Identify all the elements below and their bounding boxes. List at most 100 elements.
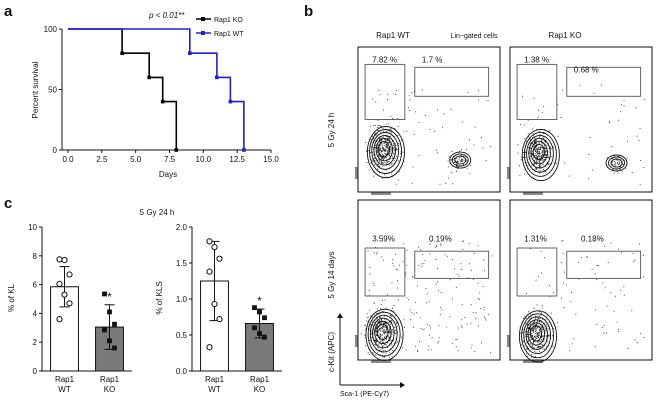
data-point xyxy=(56,256,63,263)
gate-kls xyxy=(414,250,490,279)
gate-kls xyxy=(414,66,490,97)
survival-chart: Percent survival Days p < 0.01** 0.0 2.5 5… xyxy=(31,11,279,179)
flow-contour xyxy=(525,319,549,350)
flow-y-axis-label: c-Kit (APC) xyxy=(327,332,336,372)
flow-header-ko: Rap1 KO xyxy=(549,31,582,40)
kl-ylabel: % of KL xyxy=(7,283,16,312)
flow-contour xyxy=(369,314,398,353)
flow-contour xyxy=(523,316,552,355)
data-point xyxy=(61,291,68,298)
gate-kl xyxy=(516,247,558,297)
flow-contour xyxy=(449,151,472,169)
survival-xtick-label: 5.0 xyxy=(130,155,142,164)
survival-line-ko xyxy=(68,28,178,150)
data-point xyxy=(216,255,223,262)
bar-category-label: WT xyxy=(208,385,221,394)
flow-row-label-24h: 5 Gy 24 h xyxy=(327,113,336,148)
flow-contour xyxy=(369,129,403,174)
bar-ytick-label: 1.0 xyxy=(176,295,188,304)
bar-ytick-label: 4 xyxy=(33,309,38,318)
flow-contour xyxy=(532,143,545,161)
survival-point-wt xyxy=(215,75,219,80)
panel-letter-c: c xyxy=(4,195,12,212)
flow-contour xyxy=(376,323,389,340)
legend-marker-ko xyxy=(201,17,205,21)
flow-plot-frame xyxy=(509,199,653,361)
data-point xyxy=(66,271,73,278)
data-point xyxy=(102,327,107,333)
flow-contour xyxy=(375,138,394,162)
flow-contour xyxy=(377,141,391,158)
gate-kls-percent: 1.7 % xyxy=(422,55,442,64)
bar-ytick-label: 0.0 xyxy=(176,367,188,376)
bar-category-label: KO xyxy=(104,385,116,394)
data-point xyxy=(112,345,117,351)
gate-kl-percent: 1.38 % xyxy=(524,55,549,64)
flow-contour xyxy=(605,154,628,172)
flow-plot-ko-14d: 1.31% 0.18% xyxy=(507,199,653,363)
flow-row-label-14d: 5 Gy 14 days xyxy=(327,251,336,298)
survival-xtick-label: 0.0 xyxy=(62,155,74,164)
flow-contour xyxy=(521,313,555,359)
flow-events xyxy=(519,240,645,358)
survival-ylabel: Percent survival xyxy=(31,61,40,118)
survival-point-wt xyxy=(228,99,233,104)
flow-x-axis-label: Sca-1 (PE-Cy7) xyxy=(340,391,389,398)
flow-axis-arrows xyxy=(337,313,405,388)
bar-ytick-label: 2 xyxy=(33,338,38,347)
flow-contour xyxy=(528,137,551,169)
data-point xyxy=(257,309,262,315)
survival-legend: Rap1 KO Rap1 WT xyxy=(196,17,244,38)
bar-ytick-label: 0 xyxy=(33,367,38,376)
survival-xtick-label: 2.5 xyxy=(96,155,108,164)
bar-category-label: KO xyxy=(254,385,266,394)
flow-contour xyxy=(454,155,467,165)
gate-kl xyxy=(364,247,406,297)
gate-kls-percent: 0.68 % xyxy=(574,65,599,74)
significance-star: * xyxy=(107,290,112,304)
survival-point-ko xyxy=(160,99,165,104)
gate-kls-percent: 0.19% xyxy=(429,235,452,244)
data-point xyxy=(262,334,267,340)
bar-category-label: Rap1 xyxy=(205,375,225,384)
survival-point-ko xyxy=(174,148,179,152)
data-point xyxy=(56,280,63,287)
legend-wt: Rap1 WT xyxy=(214,31,244,38)
gate-kl-percent: 1.31% xyxy=(524,235,547,244)
gate-kls-percent: 0.18% xyxy=(581,235,604,244)
bar-ytick-label: 6 xyxy=(33,281,38,290)
data-point xyxy=(211,244,218,251)
flow-contour xyxy=(527,322,546,346)
data-point xyxy=(262,315,267,321)
flow-contour xyxy=(367,311,401,357)
flow-plot-ko-24h: 1.38 % 0.68 % xyxy=(507,46,653,195)
flow-contour xyxy=(372,317,395,349)
bar-ytick-label: 8 xyxy=(33,252,38,261)
flow-contour xyxy=(610,158,623,168)
data-point xyxy=(56,316,63,323)
bar-title: 5 Gy 24 h xyxy=(140,208,175,217)
flow-contour xyxy=(365,308,404,361)
data-point xyxy=(211,300,218,308)
data-point xyxy=(66,300,73,307)
data-point xyxy=(112,321,117,327)
survival-point-wt xyxy=(188,51,192,55)
data-point xyxy=(107,338,112,344)
gate-kl-percent: 3.59% xyxy=(372,235,395,244)
flow-header-gate: Lin−gated cells xyxy=(451,33,498,40)
survival-point-ko xyxy=(120,51,124,55)
data-point xyxy=(206,238,213,245)
survival-point-ko xyxy=(147,75,151,80)
gate-kl xyxy=(364,63,406,120)
gate-kl xyxy=(516,63,558,120)
bar-category-label: Rap1 xyxy=(55,375,75,384)
data-point xyxy=(257,331,262,336)
flow-plot-frame xyxy=(357,199,501,361)
flow-contour xyxy=(529,325,543,342)
flow-plot-wt-14d: 3.59% 0.19% xyxy=(355,199,501,363)
panel-letter-b: b xyxy=(304,3,313,20)
legend-marker-wt xyxy=(201,31,205,35)
gate-kls xyxy=(566,250,642,279)
